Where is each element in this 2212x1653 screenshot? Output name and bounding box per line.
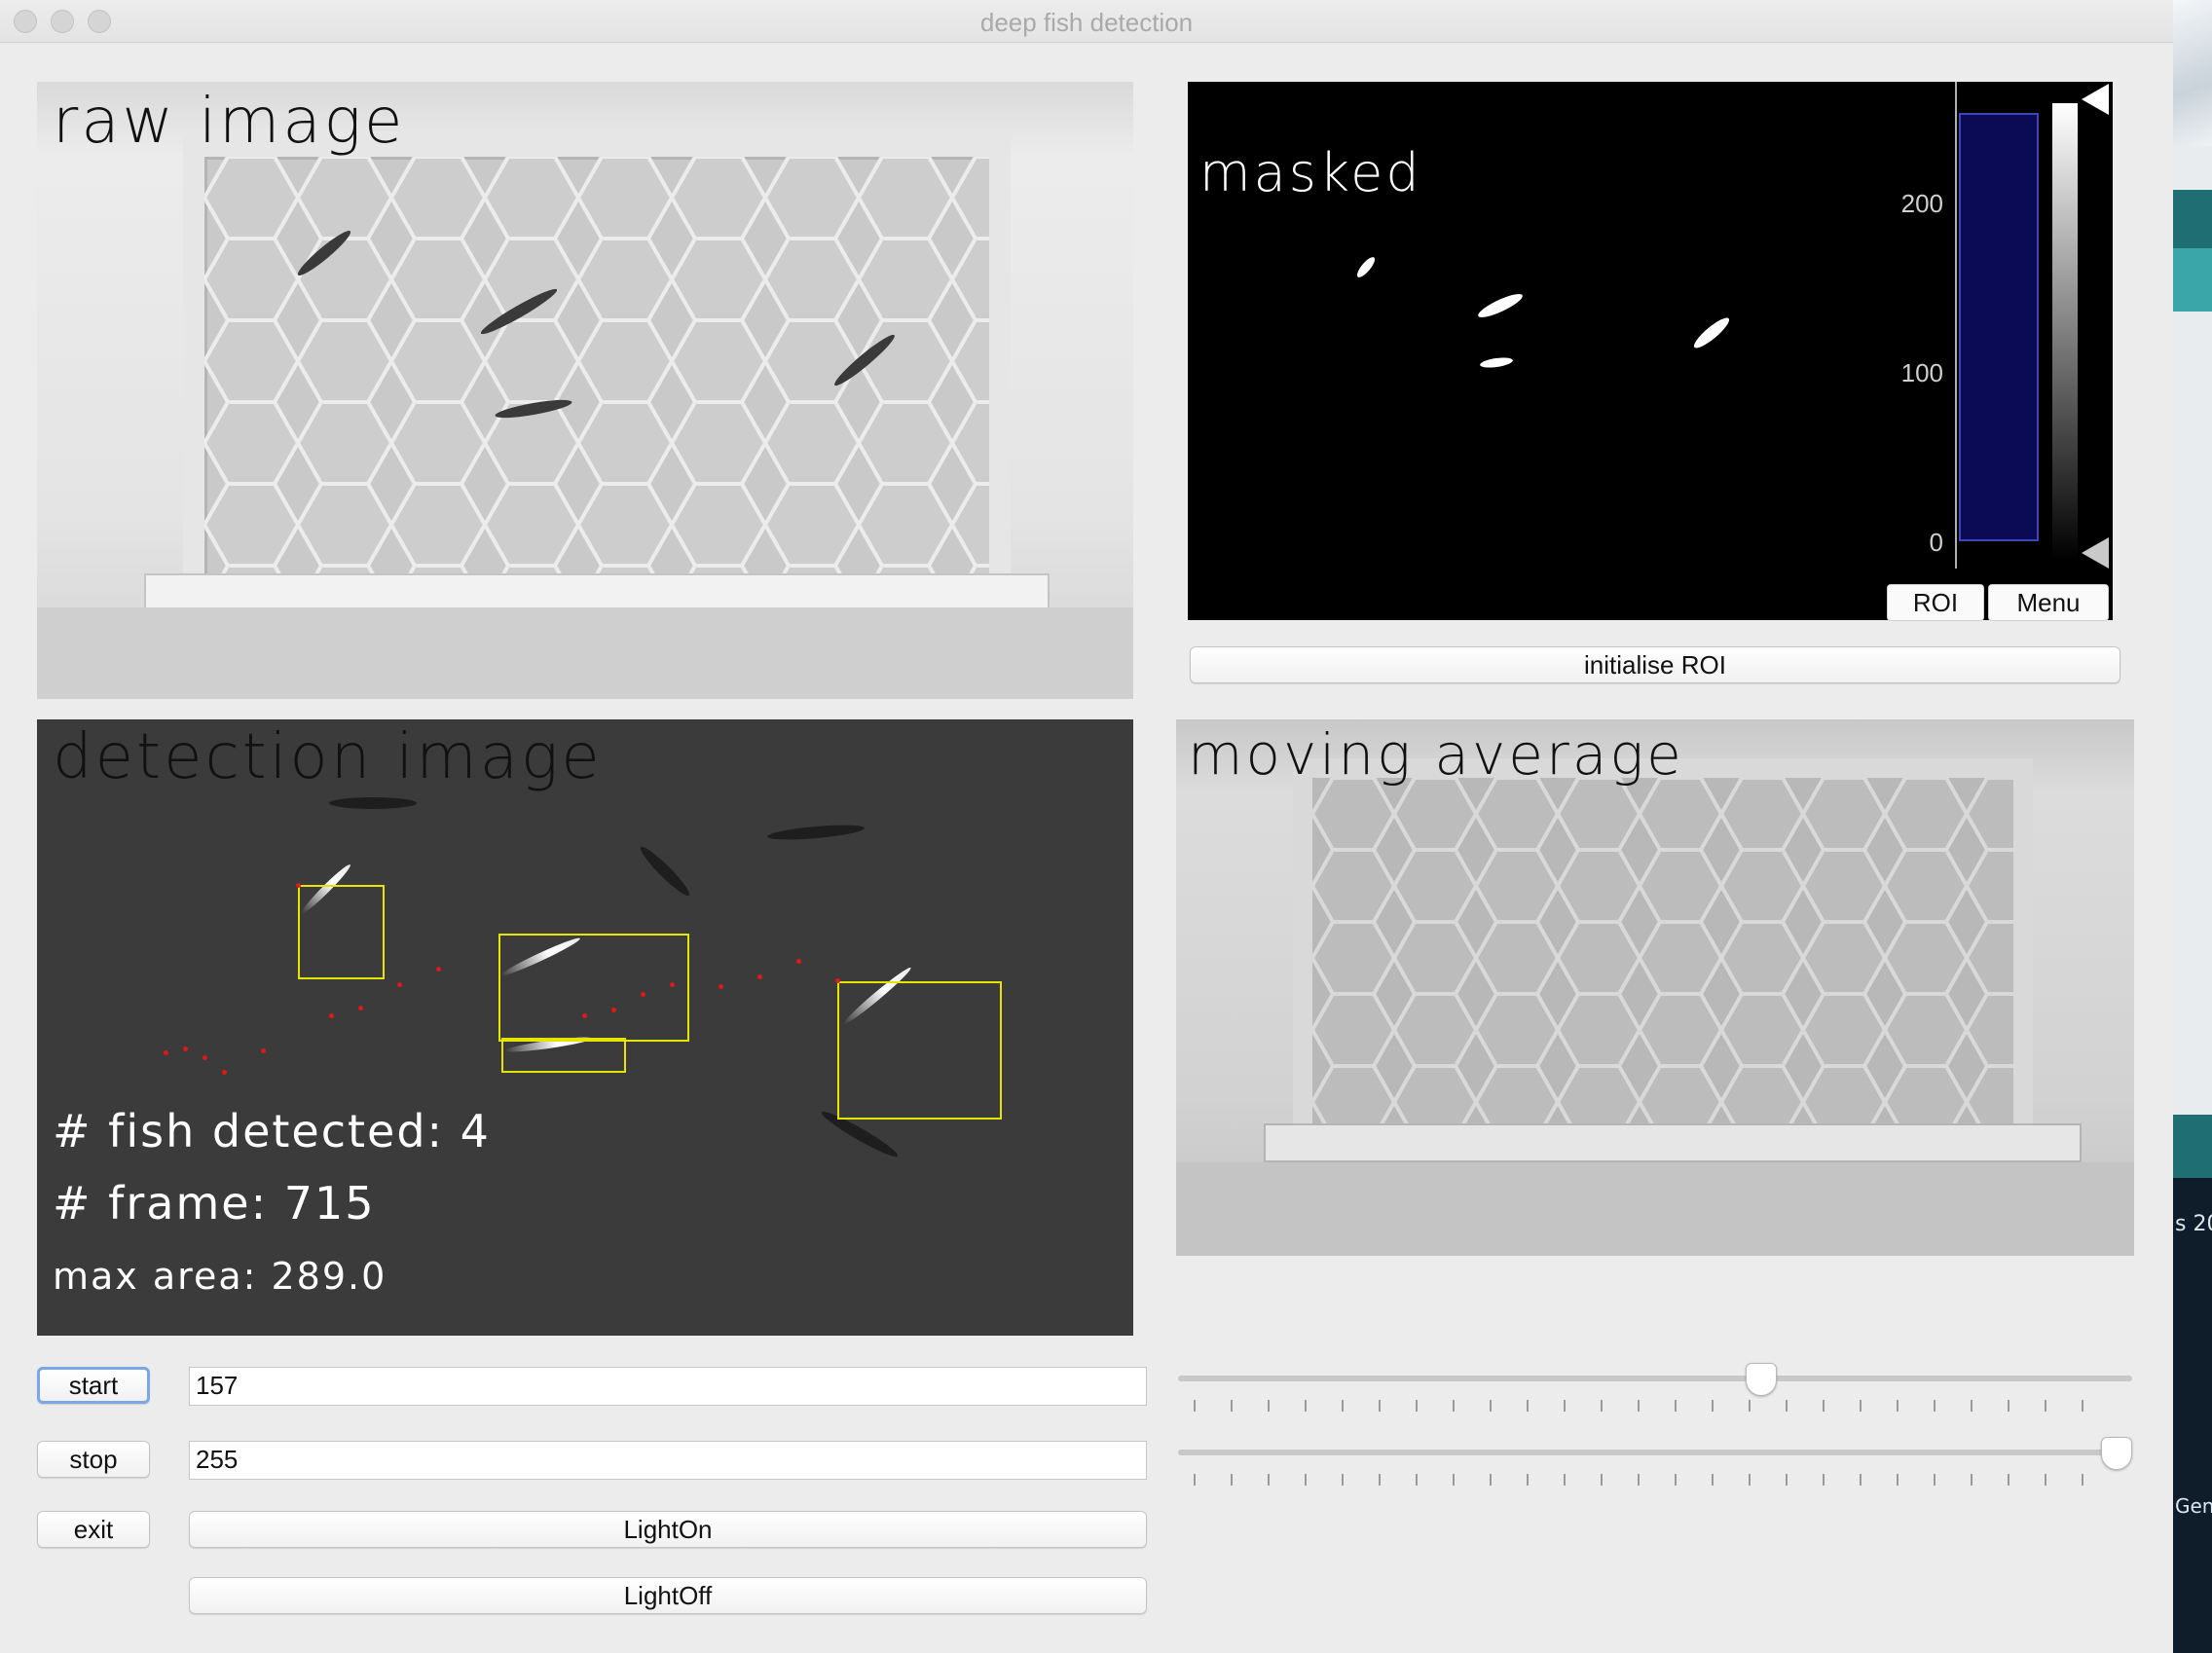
detection-box (298, 885, 385, 979)
raw-image-label: raw image (53, 86, 406, 158)
level-max-handle[interactable] (2082, 84, 2109, 115)
moving-average-panel: moving average (1176, 719, 2134, 1256)
minimize-window-button[interactable] (51, 10, 74, 33)
start-slider[interactable] (1178, 1361, 2132, 1412)
fish-detected-text: # fish detected: 4 (53, 1105, 491, 1157)
detection-image-label: detection image (53, 721, 603, 793)
tank-area (183, 135, 1011, 603)
track-point (835, 978, 840, 983)
detection-image-panel: detection image # fish detected: 4 # fra… (37, 719, 1133, 1336)
hexagon-grid (1312, 778, 2013, 1128)
track-point (582, 1013, 587, 1018)
fish-mask (1475, 289, 1526, 322)
track-point (670, 982, 675, 987)
light-on-button[interactable]: LightOn (189, 1511, 1147, 1548)
detection-box (501, 1038, 626, 1073)
desktop-background: s 20 Genu (2173, 0, 2212, 1653)
fish-mask (1690, 313, 1733, 352)
fish-mask (1354, 254, 1378, 280)
level-min-handle[interactable] (2082, 537, 2109, 569)
track-point (164, 1050, 168, 1055)
start-button[interactable]: start (37, 1367, 150, 1404)
close-window-button[interactable] (14, 10, 37, 33)
axis-tick: 0 (1929, 528, 1943, 557)
max-area-text: max area: 289.0 (53, 1255, 387, 1298)
track-point (222, 1070, 227, 1075)
track-point (757, 974, 762, 979)
gradient-bar (2052, 103, 2078, 561)
roi-button[interactable]: ROI (1887, 584, 1984, 621)
track-point (261, 1048, 266, 1053)
track-point (719, 984, 723, 989)
track-point (397, 982, 402, 987)
axis-tick: 200 (1900, 189, 1943, 218)
histogram-region[interactable] (1959, 113, 2039, 541)
hexagon-grid (204, 157, 989, 581)
masked-label: masked (1199, 142, 1422, 203)
moving-average-label: moving average (1188, 721, 1684, 788)
track-point (296, 883, 301, 888)
menu-button[interactable]: Menu (1988, 584, 2109, 621)
start-field[interactable]: 157 (189, 1367, 1147, 1406)
track-point (436, 967, 441, 972)
track-point (358, 1006, 363, 1010)
light-off-button[interactable]: LightOff (189, 1577, 1147, 1614)
raw-image-panel: raw image (37, 82, 1133, 699)
detection-box (498, 934, 689, 1042)
track-point (329, 1013, 334, 1018)
desktop-text: s 20 (2175, 1212, 2212, 1236)
zoom-window-button[interactable] (88, 10, 111, 33)
tank-area (1293, 758, 2033, 1148)
initialise-roi-button[interactable]: initialise ROI (1190, 646, 2120, 683)
slider-handle[interactable] (2101, 1437, 2132, 1470)
frame-text: # frame: 715 (53, 1177, 376, 1230)
fish-mask (1479, 355, 1514, 370)
stop-button[interactable]: stop (37, 1441, 150, 1478)
desktop-text: Genu (2175, 1494, 2212, 1518)
stop-slider[interactable] (1178, 1435, 2132, 1486)
track-point (183, 1047, 188, 1051)
stop-field[interactable]: 255 (189, 1441, 1147, 1480)
axis-tick: 100 (1900, 358, 1943, 387)
histogram-widget[interactable]: 200 100 0 (1885, 82, 2113, 578)
title-bar: deep fish detection (0, 0, 2173, 43)
track-point (641, 992, 645, 997)
window-title: deep fish detection (979, 8, 1194, 37)
slider-handle[interactable] (1746, 1363, 1777, 1396)
detection-box (837, 981, 1002, 1120)
track-point (203, 1055, 207, 1060)
exit-button[interactable]: exit (37, 1511, 150, 1548)
track-point (611, 1008, 616, 1012)
track-point (796, 959, 801, 964)
